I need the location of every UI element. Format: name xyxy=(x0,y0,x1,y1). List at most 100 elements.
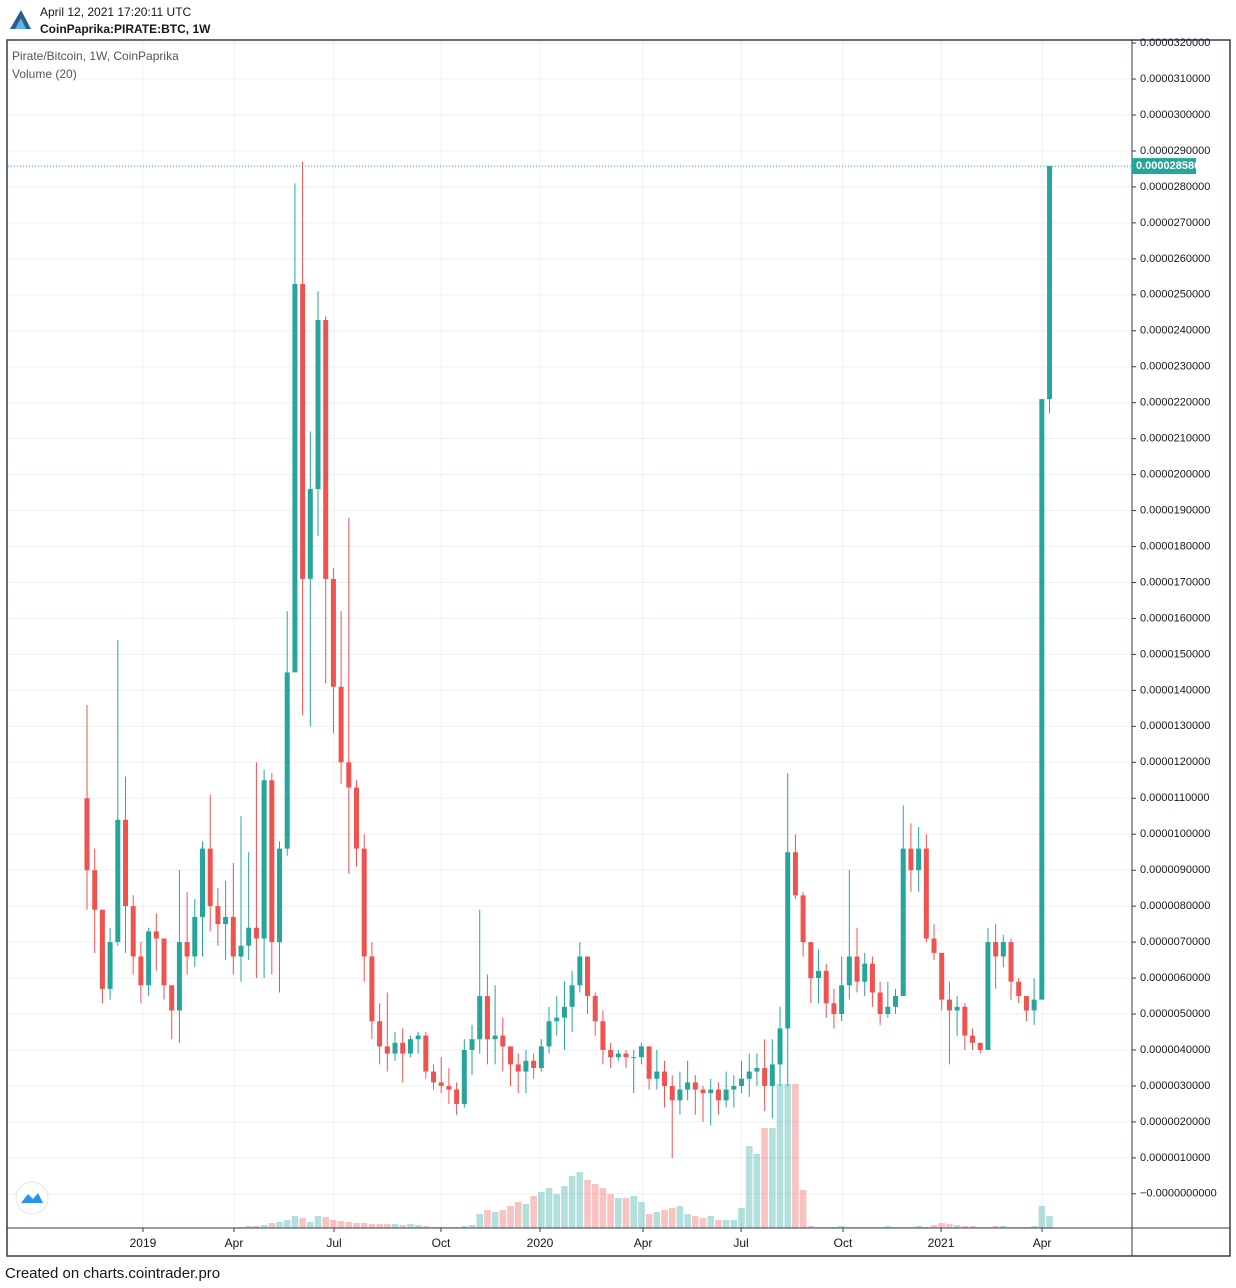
candle-body xyxy=(646,1046,652,1079)
volume-bar xyxy=(568,1176,576,1228)
candle-body xyxy=(669,1085,675,1101)
candle-body xyxy=(369,956,375,1022)
volume-bar xyxy=(530,1196,537,1228)
candle-body xyxy=(739,1078,745,1086)
candle-body xyxy=(492,1035,498,1040)
volume-bar xyxy=(615,1198,622,1228)
y-tick-label: 0.0000300000 xyxy=(1140,109,1210,121)
volume-bar xyxy=(599,1188,607,1228)
volume-bar xyxy=(268,1223,276,1228)
candle-body xyxy=(392,1042,398,1054)
candle-body xyxy=(338,686,344,763)
candle-body xyxy=(731,1085,737,1090)
candle-body xyxy=(893,996,899,1007)
volume-bar xyxy=(484,1210,491,1228)
volume-bar xyxy=(938,1223,946,1228)
candle-body xyxy=(1039,399,1045,1000)
candle-body xyxy=(153,931,159,939)
volume-bar xyxy=(692,1216,699,1228)
candle-body xyxy=(1008,942,1014,982)
y-tick-label: 0.0000010000 xyxy=(1140,1152,1210,1164)
volume-bar xyxy=(322,1217,330,1228)
candle-body xyxy=(1047,166,1053,400)
candle-body xyxy=(192,916,198,957)
y-tick-label: 0.0000150000 xyxy=(1140,648,1210,660)
candle-body xyxy=(446,1085,452,1090)
logo-shape xyxy=(15,18,26,29)
volume-bar xyxy=(522,1204,530,1228)
candle-body xyxy=(454,1089,460,1104)
y-tick-label: 0.0000120000 xyxy=(1140,756,1210,768)
volume-bar xyxy=(399,1225,407,1228)
y-tick-label: 0.0000190000 xyxy=(1140,504,1210,516)
candle-body xyxy=(138,956,144,986)
candle-body xyxy=(346,762,352,788)
candle-body xyxy=(461,1049,467,1104)
candle-body xyxy=(839,985,845,1015)
volume-bar xyxy=(538,1192,545,1228)
volume-bar xyxy=(738,1208,745,1228)
candle-body xyxy=(754,1067,760,1072)
candle-body xyxy=(869,963,875,993)
candle-body xyxy=(300,284,306,579)
y-tick-label: 0.0000020000 xyxy=(1140,1116,1210,1128)
candle-body xyxy=(253,927,259,939)
volume-bar xyxy=(476,1214,484,1228)
volume-bar xyxy=(260,1225,268,1228)
candle-body xyxy=(900,848,906,997)
candle-body xyxy=(438,1082,444,1086)
volume-bar xyxy=(514,1202,522,1228)
volume-bar xyxy=(1046,1216,1053,1228)
volume-bar xyxy=(545,1188,553,1228)
y-tick-label: 0.0000050000 xyxy=(1140,1008,1210,1020)
volume-bar xyxy=(707,1216,715,1228)
candle-body xyxy=(92,870,98,910)
candle-body xyxy=(130,906,136,957)
y-tick-label: 0.0000280000 xyxy=(1140,181,1210,193)
volume-bar xyxy=(507,1206,514,1228)
volume-bar xyxy=(330,1220,337,1228)
volume-bar xyxy=(491,1212,499,1228)
y-tick-label: 0.0000260000 xyxy=(1140,253,1210,265)
y-tick-label: 0.0000160000 xyxy=(1140,612,1210,624)
volume-bar xyxy=(245,1226,253,1228)
watermark-logo xyxy=(15,1181,49,1215)
volume-bar xyxy=(638,1202,645,1228)
volume-bar xyxy=(576,1172,584,1228)
candle-body xyxy=(677,1089,683,1101)
volume-bar xyxy=(376,1224,383,1228)
candle-body xyxy=(123,819,129,907)
x-tick-label: Jul xyxy=(326,1236,341,1250)
y-tick-label: 0.0000210000 xyxy=(1140,433,1210,445)
candle-body xyxy=(477,996,483,1040)
volume-bar xyxy=(422,1226,430,1228)
volume-bar xyxy=(915,1226,922,1228)
candle-body xyxy=(662,1071,668,1086)
candle-body xyxy=(916,848,922,871)
candle-body xyxy=(923,848,929,939)
candle-body xyxy=(169,985,175,1011)
volume-bar xyxy=(676,1206,684,1228)
y-tick-label: 0.0000110000 xyxy=(1140,792,1210,804)
volume-bar xyxy=(622,1198,630,1228)
volume-bar xyxy=(630,1196,638,1228)
candle-body xyxy=(631,1057,637,1059)
volume-bar xyxy=(645,1214,653,1228)
candle-body xyxy=(184,942,190,957)
candle-body xyxy=(115,819,121,943)
candle-body xyxy=(831,1003,837,1015)
candle-body xyxy=(207,848,213,907)
candle-body xyxy=(946,999,952,1011)
x-tick-label: Apr xyxy=(225,1236,244,1250)
logo xyxy=(10,8,31,29)
volume-bar xyxy=(607,1194,614,1228)
y-tick-label: 0.0000270000 xyxy=(1140,217,1210,229)
candle-body xyxy=(585,956,591,997)
candle-body xyxy=(785,852,791,1029)
volume-bar xyxy=(884,1226,892,1228)
volume-bar xyxy=(930,1225,938,1228)
y-tick-label: 0.0000080000 xyxy=(1140,900,1210,912)
candle-body xyxy=(569,985,575,1007)
footer: Created on charts.cointrader.pro xyxy=(5,1265,220,1282)
